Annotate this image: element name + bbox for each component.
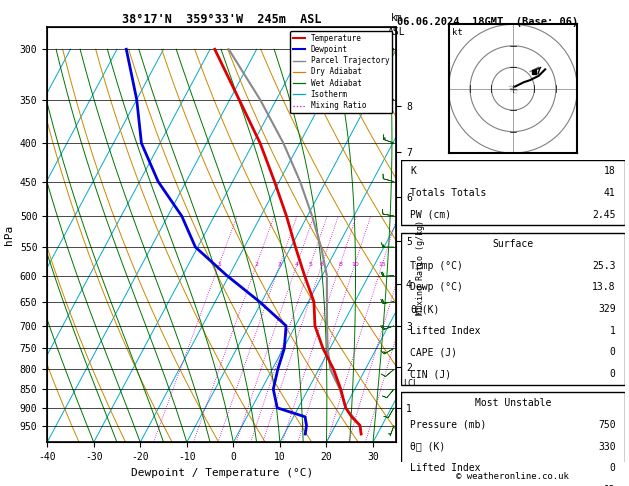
Text: 12: 12 bbox=[604, 485, 616, 486]
Text: θᴇ(K): θᴇ(K) bbox=[410, 304, 440, 314]
Text: Lifted Index: Lifted Index bbox=[410, 463, 481, 473]
Text: kt: kt bbox=[452, 28, 463, 37]
Text: CIN (J): CIN (J) bbox=[410, 369, 452, 379]
Text: 18: 18 bbox=[604, 166, 616, 176]
Text: K: K bbox=[410, 166, 416, 176]
Text: θᴇ (K): θᴇ (K) bbox=[410, 442, 445, 451]
Text: Temp (°C): Temp (°C) bbox=[410, 260, 463, 271]
Text: CAPE (J): CAPE (J) bbox=[410, 347, 457, 357]
Text: km: km bbox=[391, 13, 402, 22]
Text: Mixing Ratio (g/kg): Mixing Ratio (g/kg) bbox=[416, 220, 425, 315]
Text: PW (cm): PW (cm) bbox=[410, 209, 452, 220]
Text: Lifted Index: Lifted Index bbox=[410, 326, 481, 336]
Text: ASL: ASL bbox=[387, 27, 405, 37]
Text: 1: 1 bbox=[217, 262, 221, 267]
Text: 4: 4 bbox=[295, 262, 299, 267]
Text: 6: 6 bbox=[320, 262, 324, 267]
Text: ☆: ☆ bbox=[508, 85, 514, 90]
Y-axis label: hPa: hPa bbox=[4, 225, 14, 244]
Text: Dewp (°C): Dewp (°C) bbox=[410, 282, 463, 292]
Text: © weatheronline.co.uk: © weatheronline.co.uk bbox=[456, 472, 569, 481]
Text: Most Unstable: Most Unstable bbox=[475, 398, 551, 408]
Text: 2.45: 2.45 bbox=[592, 209, 616, 220]
Text: 10: 10 bbox=[351, 262, 359, 267]
Text: 06.06.2024  18GMT  (Base: 06): 06.06.2024 18GMT (Base: 06) bbox=[397, 17, 578, 27]
Title: 38°17'N  359°33'W  245m  ASL: 38°17'N 359°33'W 245m ASL bbox=[122, 13, 321, 26]
Text: ☆: ☆ bbox=[509, 87, 515, 93]
Text: 15: 15 bbox=[378, 262, 386, 267]
Text: 329: 329 bbox=[598, 304, 616, 314]
Text: 0: 0 bbox=[610, 369, 616, 379]
Legend: Temperature, Dewpoint, Parcel Trajectory, Dry Adiabat, Wet Adiabat, Isotherm, Mi: Temperature, Dewpoint, Parcel Trajectory… bbox=[290, 31, 392, 113]
Text: 25.3: 25.3 bbox=[592, 260, 616, 271]
Bar bbox=[401, 233, 625, 385]
Text: 5: 5 bbox=[308, 262, 313, 267]
Text: 41: 41 bbox=[604, 188, 616, 198]
Text: LCL: LCL bbox=[403, 379, 418, 388]
Text: 3: 3 bbox=[278, 262, 282, 267]
Text: 750: 750 bbox=[598, 420, 616, 430]
Text: CAPE (J): CAPE (J) bbox=[410, 485, 457, 486]
Text: Pressure (mb): Pressure (mb) bbox=[410, 420, 487, 430]
Text: 0: 0 bbox=[610, 463, 616, 473]
Text: Totals Totals: Totals Totals bbox=[410, 188, 487, 198]
Text: 2: 2 bbox=[255, 262, 259, 267]
X-axis label: Dewpoint / Temperature (°C): Dewpoint / Temperature (°C) bbox=[131, 468, 313, 478]
Text: 1: 1 bbox=[610, 326, 616, 336]
Bar bbox=[401, 392, 625, 486]
Text: Surface: Surface bbox=[493, 239, 533, 249]
Bar bbox=[401, 160, 625, 226]
Text: 330: 330 bbox=[598, 442, 616, 451]
Text: ☆: ☆ bbox=[511, 88, 518, 95]
Text: 13.8: 13.8 bbox=[592, 282, 616, 292]
Text: 0: 0 bbox=[610, 347, 616, 357]
Text: 8: 8 bbox=[338, 262, 342, 267]
